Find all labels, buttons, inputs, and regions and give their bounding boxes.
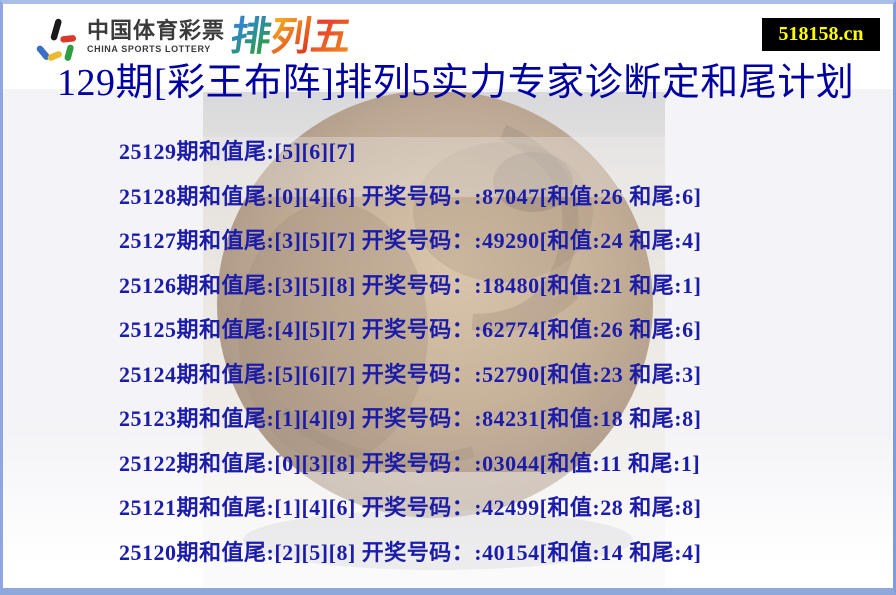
header: 中国体育彩票 CHINA SPORTS LOTTERY 排列五 518158.c… [3,4,893,66]
plan-row-25127: 25127期和值尾:[3][5][7] 开奖号码：:49290[和值:24 和尾… [119,228,702,254]
site-domain-badge[interactable]: 518158.cn [762,18,880,51]
sports-lottery-logo: 中国体育彩票 CHINA SPORTS LOTTERY 排列五 [25,12,355,62]
sports-lottery-logo-icon [36,18,77,61]
game-char-1: 排 [227,14,275,59]
game-name-pailiewu: 排列五 [227,14,355,59]
game-char-2: 列 [267,14,315,59]
plan-list: 25129期和值尾:[5][6][7] 25128期和值尾:[0][4][6] … [119,128,701,573]
logo-cn-name: 中国体育彩票 [87,18,226,43]
plan-row-25122: 25122期和值尾:[0][3][8] 开奖号码：:03044[和值:11 和尾… [119,450,701,476]
plan-row-25123: 25123期和值尾:[1][4][9] 开奖号码：:84231[和值:18 和尾… [119,406,702,432]
logo-text: 中国体育彩票 CHINA SPORTS LOTTERY [87,20,225,54]
plan-row-25128: 25128期和值尾:[0][4][6] 开奖号码：:87047[和值:26 和尾… [119,183,702,209]
page-title: 129期[彩王布阵]排列5实力专家诊断定和尾计划 [57,62,855,104]
plan-row-25126: 25126期和值尾:[3][5][8] 开奖号码：:18480[和值:21 和尾… [119,272,702,298]
plan-row-25125: 25125期和值尾:[4][5][7] 开奖号码：:62774[和值:26 和尾… [119,317,702,343]
plan-row-25124: 25124期和值尾:[5][6][7] 开奖号码：:52790[和值:23 和尾… [119,361,702,387]
logo-en-name: CHINA SPORTS LOTTERY [87,44,211,54]
plan-row-25120: 25120期和值尾:[2][5][8] 开奖号码：:40154[和值:14 和尾… [119,539,702,565]
game-char-3: 五 [307,14,355,59]
plan-row-25129: 25129期和值尾:[5][6][7] [119,139,356,165]
plan-row-25121: 25121期和值尾:[1][4][6] 开奖号码：:42499[和值:28 和尾… [119,495,702,521]
